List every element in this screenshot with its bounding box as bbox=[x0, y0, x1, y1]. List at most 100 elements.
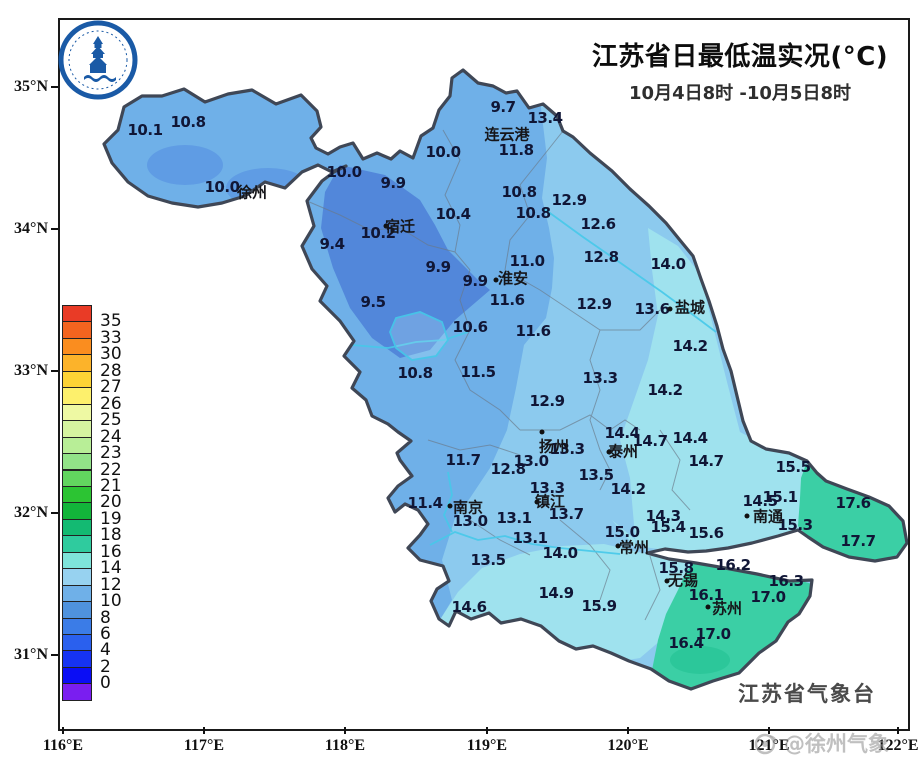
zone-14-16-east bbox=[612, 228, 824, 551]
city-dot bbox=[615, 543, 621, 549]
lat-label: 32°N bbox=[14, 504, 48, 521]
legend-value: 18 bbox=[100, 525, 122, 546]
city-label: 南京 bbox=[452, 498, 484, 517]
city-label: 常州 bbox=[618, 538, 650, 557]
legend-value: 23 bbox=[100, 443, 122, 464]
temp-label: 17.6 bbox=[835, 494, 871, 512]
observatory-credit: 江苏省气象台 bbox=[738, 682, 876, 706]
lon-tick bbox=[897, 727, 899, 734]
temp-label: 17.0 bbox=[750, 588, 786, 606]
city-label: 徐州 bbox=[236, 183, 268, 202]
city-dot bbox=[534, 499, 540, 505]
temp-label: 15.4 bbox=[650, 518, 686, 536]
temp-label: 10.4 bbox=[435, 205, 471, 223]
city-dot bbox=[447, 503, 453, 509]
temp-label: 10.0 bbox=[326, 163, 362, 181]
temp-label: 13.3 bbox=[582, 369, 618, 387]
temp-label: 14.4 bbox=[672, 429, 708, 447]
weibo-icon bbox=[754, 733, 777, 755]
legend-value: 25 bbox=[100, 410, 122, 431]
legend-value: 21 bbox=[100, 475, 122, 496]
lon-tick bbox=[62, 727, 64, 734]
legend-value: 12 bbox=[100, 574, 122, 595]
temp-label: 10.8 bbox=[515, 204, 551, 222]
temp-label: 14.0 bbox=[650, 255, 686, 273]
city-label: 盐城 bbox=[674, 298, 706, 317]
city-label: 连云港 bbox=[484, 125, 530, 144]
temp-label: 14.3 bbox=[645, 507, 681, 525]
legend-value: 35 bbox=[100, 311, 122, 332]
zone-8-10 bbox=[321, 165, 490, 358]
title-block: 江苏省日最低温实况(°C) 10月4日8时 -10月5日8时 bbox=[575, 36, 905, 105]
lon-tick bbox=[344, 727, 346, 734]
lon-label: 119°E bbox=[466, 737, 508, 754]
temp-label: 15.3 bbox=[777, 516, 813, 534]
temp-label: 15.1 bbox=[762, 488, 798, 506]
lon-tick bbox=[768, 727, 770, 734]
lon-label: 117°E bbox=[183, 737, 225, 754]
legend-value: 30 bbox=[100, 344, 122, 365]
lat-tick bbox=[51, 654, 58, 656]
temp-label: 11.8 bbox=[498, 141, 534, 159]
city-label: 扬州 bbox=[538, 437, 570, 456]
temp-label: 10.8 bbox=[397, 364, 433, 382]
temp-label: 9.9 bbox=[380, 174, 406, 192]
lat-tick bbox=[51, 228, 58, 230]
temp-label: 15.8 bbox=[658, 559, 694, 577]
temp-label: 11.4 bbox=[407, 494, 443, 512]
lon-label: 118°E bbox=[324, 737, 366, 754]
lat-tick bbox=[51, 512, 58, 514]
admin-boundaries bbox=[306, 129, 691, 621]
legend-value: 8 bbox=[100, 607, 111, 628]
temp-label: 13.0 bbox=[452, 512, 488, 530]
temp-label: 12.9 bbox=[529, 392, 565, 410]
zone-deep-teal bbox=[670, 646, 730, 674]
legend-value: 28 bbox=[100, 360, 122, 381]
temp-label: 11.6 bbox=[515, 322, 551, 340]
temp-label: 13.5 bbox=[578, 466, 614, 484]
legend-value: 0 bbox=[100, 673, 111, 694]
temp-label: 10.1 bbox=[127, 121, 163, 139]
legend-value: 6 bbox=[100, 624, 111, 644]
watermark-text: @徐州气象 bbox=[784, 732, 889, 756]
temp-label: 10.0 bbox=[425, 143, 461, 161]
temp-label: 12.8 bbox=[490, 460, 526, 478]
legend-value: 14 bbox=[100, 558, 122, 579]
city-dot bbox=[606, 449, 612, 455]
city-label: 镇江 bbox=[534, 492, 566, 511]
temp-label: 10.6 bbox=[452, 318, 488, 336]
rivers bbox=[351, 207, 717, 555]
temp-label: 16.4 bbox=[668, 634, 704, 652]
legend-value: 33 bbox=[100, 327, 122, 348]
temp-label: 13.3 bbox=[549, 440, 585, 458]
temp-label: 14.7 bbox=[688, 452, 724, 470]
lon-label: 116°E bbox=[42, 737, 84, 754]
temp-label: 14.9 bbox=[538, 584, 574, 602]
legend-value: 24 bbox=[100, 426, 122, 447]
city-label: 泰州 bbox=[607, 442, 639, 461]
legend-value: 4 bbox=[100, 640, 111, 661]
temp-label: 15.0 bbox=[604, 523, 640, 541]
city-dot bbox=[383, 223, 389, 229]
temp-label: 11.5 bbox=[460, 363, 496, 381]
lon-label: 122°E bbox=[877, 737, 919, 754]
legend-cell bbox=[62, 683, 92, 701]
lat-tick bbox=[51, 370, 58, 372]
temp-label: 14.2 bbox=[672, 337, 708, 355]
temp-label: 13.4 bbox=[527, 109, 563, 127]
city-dot bbox=[667, 306, 673, 312]
lat-label: 33°N bbox=[14, 362, 48, 379]
temp-label: 11.7 bbox=[445, 451, 481, 469]
page-subtitle: 10月4日8时 -10月5日8时 bbox=[629, 83, 851, 104]
legend-value: 10 bbox=[100, 591, 122, 612]
temp-label: 13.1 bbox=[512, 529, 548, 547]
lat-label: 35°N bbox=[14, 78, 48, 95]
lon-label: 120°E bbox=[607, 737, 649, 754]
temp-label: 13.6 bbox=[634, 300, 670, 318]
lon-tick bbox=[203, 727, 205, 734]
temp-label: 14.6 bbox=[451, 598, 487, 616]
temp-label: 12.6 bbox=[580, 215, 616, 233]
